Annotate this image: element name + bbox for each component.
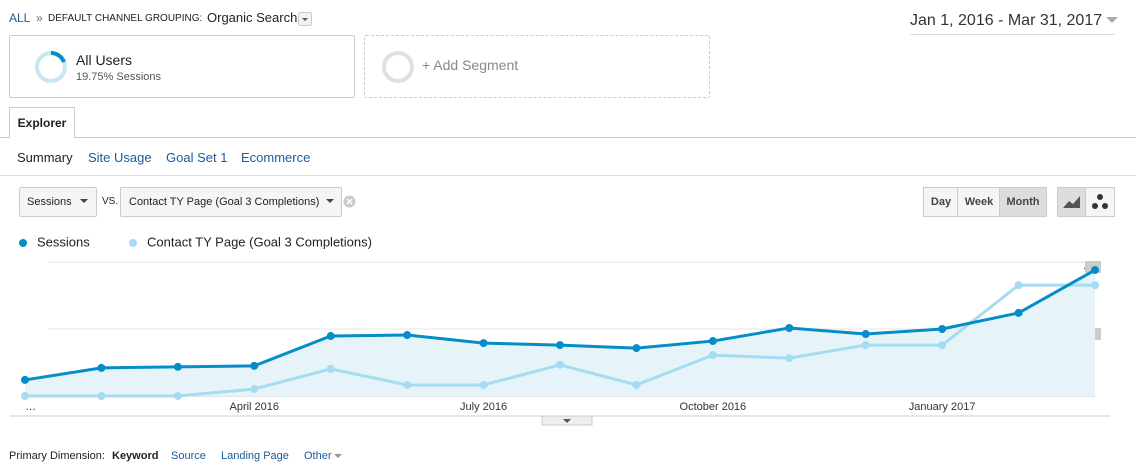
collapse-arrow: [563, 419, 571, 423]
point: [708, 351, 717, 360]
segment-name: All Users: [76, 52, 133, 68]
area: [25, 270, 1095, 396]
point: [403, 380, 412, 389]
subtab[interactable]: Site Usage: [88, 150, 152, 165]
point: [173, 392, 182, 400]
grouping-dropdown[interactable]: [298, 12, 312, 26]
grouping-label: DEFAULT CHANNEL GROUPING:: [48, 13, 203, 24]
x-tick-label: April 2016: [230, 401, 280, 413]
dimension-option[interactable]: Keyword: [112, 450, 159, 462]
segment-card[interactable]: All Users 19.75% Sessions: [9, 35, 355, 98]
legend-label: Sessions: [37, 234, 90, 249]
x-tick-label: October 2016: [680, 401, 747, 413]
point: [97, 392, 106, 400]
vs-label: VS.: [102, 196, 119, 207]
point: [173, 362, 182, 371]
breadcrumb-all[interactable]: ALL: [9, 11, 31, 25]
grouping-value: Organic Search: [207, 10, 298, 25]
dimension-option[interactable]: Source: [171, 450, 206, 462]
point: [1091, 281, 1099, 290]
subtab[interactable]: Ecommerce: [241, 150, 311, 165]
line-chart-button[interactable]: [1057, 187, 1087, 217]
arrow: [80, 199, 88, 203]
separator: »: [36, 11, 43, 25]
point: [479, 339, 488, 348]
point: [556, 360, 564, 369]
point: [326, 364, 335, 373]
add-segment[interactable]: + Add Segment: [364, 35, 710, 98]
point: [556, 341, 564, 350]
compare-label: Contact TY Page (Goal 3 Completions): [129, 196, 320, 208]
point: [632, 344, 641, 353]
point: [938, 325, 947, 333]
motion-chart-button[interactable]: [1085, 187, 1115, 217]
metric-label: Sessions: [27, 196, 72, 208]
segment-ring: [35, 51, 67, 83]
icon: [1092, 194, 1108, 209]
subtab[interactable]: Summary: [17, 150, 73, 165]
point: [938, 341, 947, 350]
metric-select[interactable]: Sessions: [19, 187, 97, 217]
point: [785, 354, 794, 363]
x-tick-label: January 2017: [909, 401, 976, 413]
point: [1014, 308, 1023, 317]
legend-label: Contact TY Page (Goal 3 Completions): [147, 234, 372, 249]
point: [326, 332, 335, 341]
point: [1091, 266, 1099, 275]
remove-compare[interactable]: [343, 195, 356, 208]
legend-marker: [19, 239, 27, 247]
point: [403, 331, 412, 340]
date-arrow: [1106, 17, 1118, 23]
point: [861, 330, 870, 339]
legend-marker: [129, 239, 137, 247]
point: [1014, 281, 1023, 290]
day-button[interactable]: Day: [923, 187, 959, 217]
icon: [1063, 196, 1080, 208]
dimension-option[interactable]: Other: [304, 450, 332, 462]
rule: [0, 175, 1136, 176]
dimension-option[interactable]: Landing Page: [221, 450, 289, 462]
compare-select[interactable]: Contact TY Page (Goal 3 Completions): [120, 187, 342, 217]
point: [21, 392, 29, 400]
tab[interactable]: Explorer: [9, 107, 75, 139]
point: [708, 337, 717, 346]
point: [632, 380, 641, 389]
arrow: [302, 18, 308, 21]
point: [21, 375, 29, 384]
x-tick-label: July 2016: [460, 401, 507, 413]
date-range[interactable]: Jan 1, 2016 - Mar 31, 2017: [910, 12, 1115, 35]
arrow: [326, 199, 334, 203]
primary-dimension-label: Primary Dimension:: [9, 450, 105, 462]
arrow: [334, 454, 342, 458]
point: [861, 341, 870, 350]
point: [479, 380, 488, 389]
point: [97, 363, 106, 372]
add-segment-label: + Add Segment: [422, 57, 519, 73]
point: [250, 361, 259, 370]
week-button[interactable]: Week: [957, 187, 1001, 217]
point: [250, 384, 259, 393]
tab-rule: [0, 137, 1136, 138]
segment-ring: [382, 51, 414, 83]
month-button[interactable]: Month: [999, 187, 1047, 217]
point: [785, 323, 794, 332]
subtab[interactable]: Goal Set 1: [166, 150, 228, 165]
chart: Sessions Contact TY Page (Goal 3 Completi…: [10, 234, 1110, 426]
x-tick-label: …: [25, 401, 36, 413]
segment-detail: 19.75% Sessions: [76, 71, 161, 83]
